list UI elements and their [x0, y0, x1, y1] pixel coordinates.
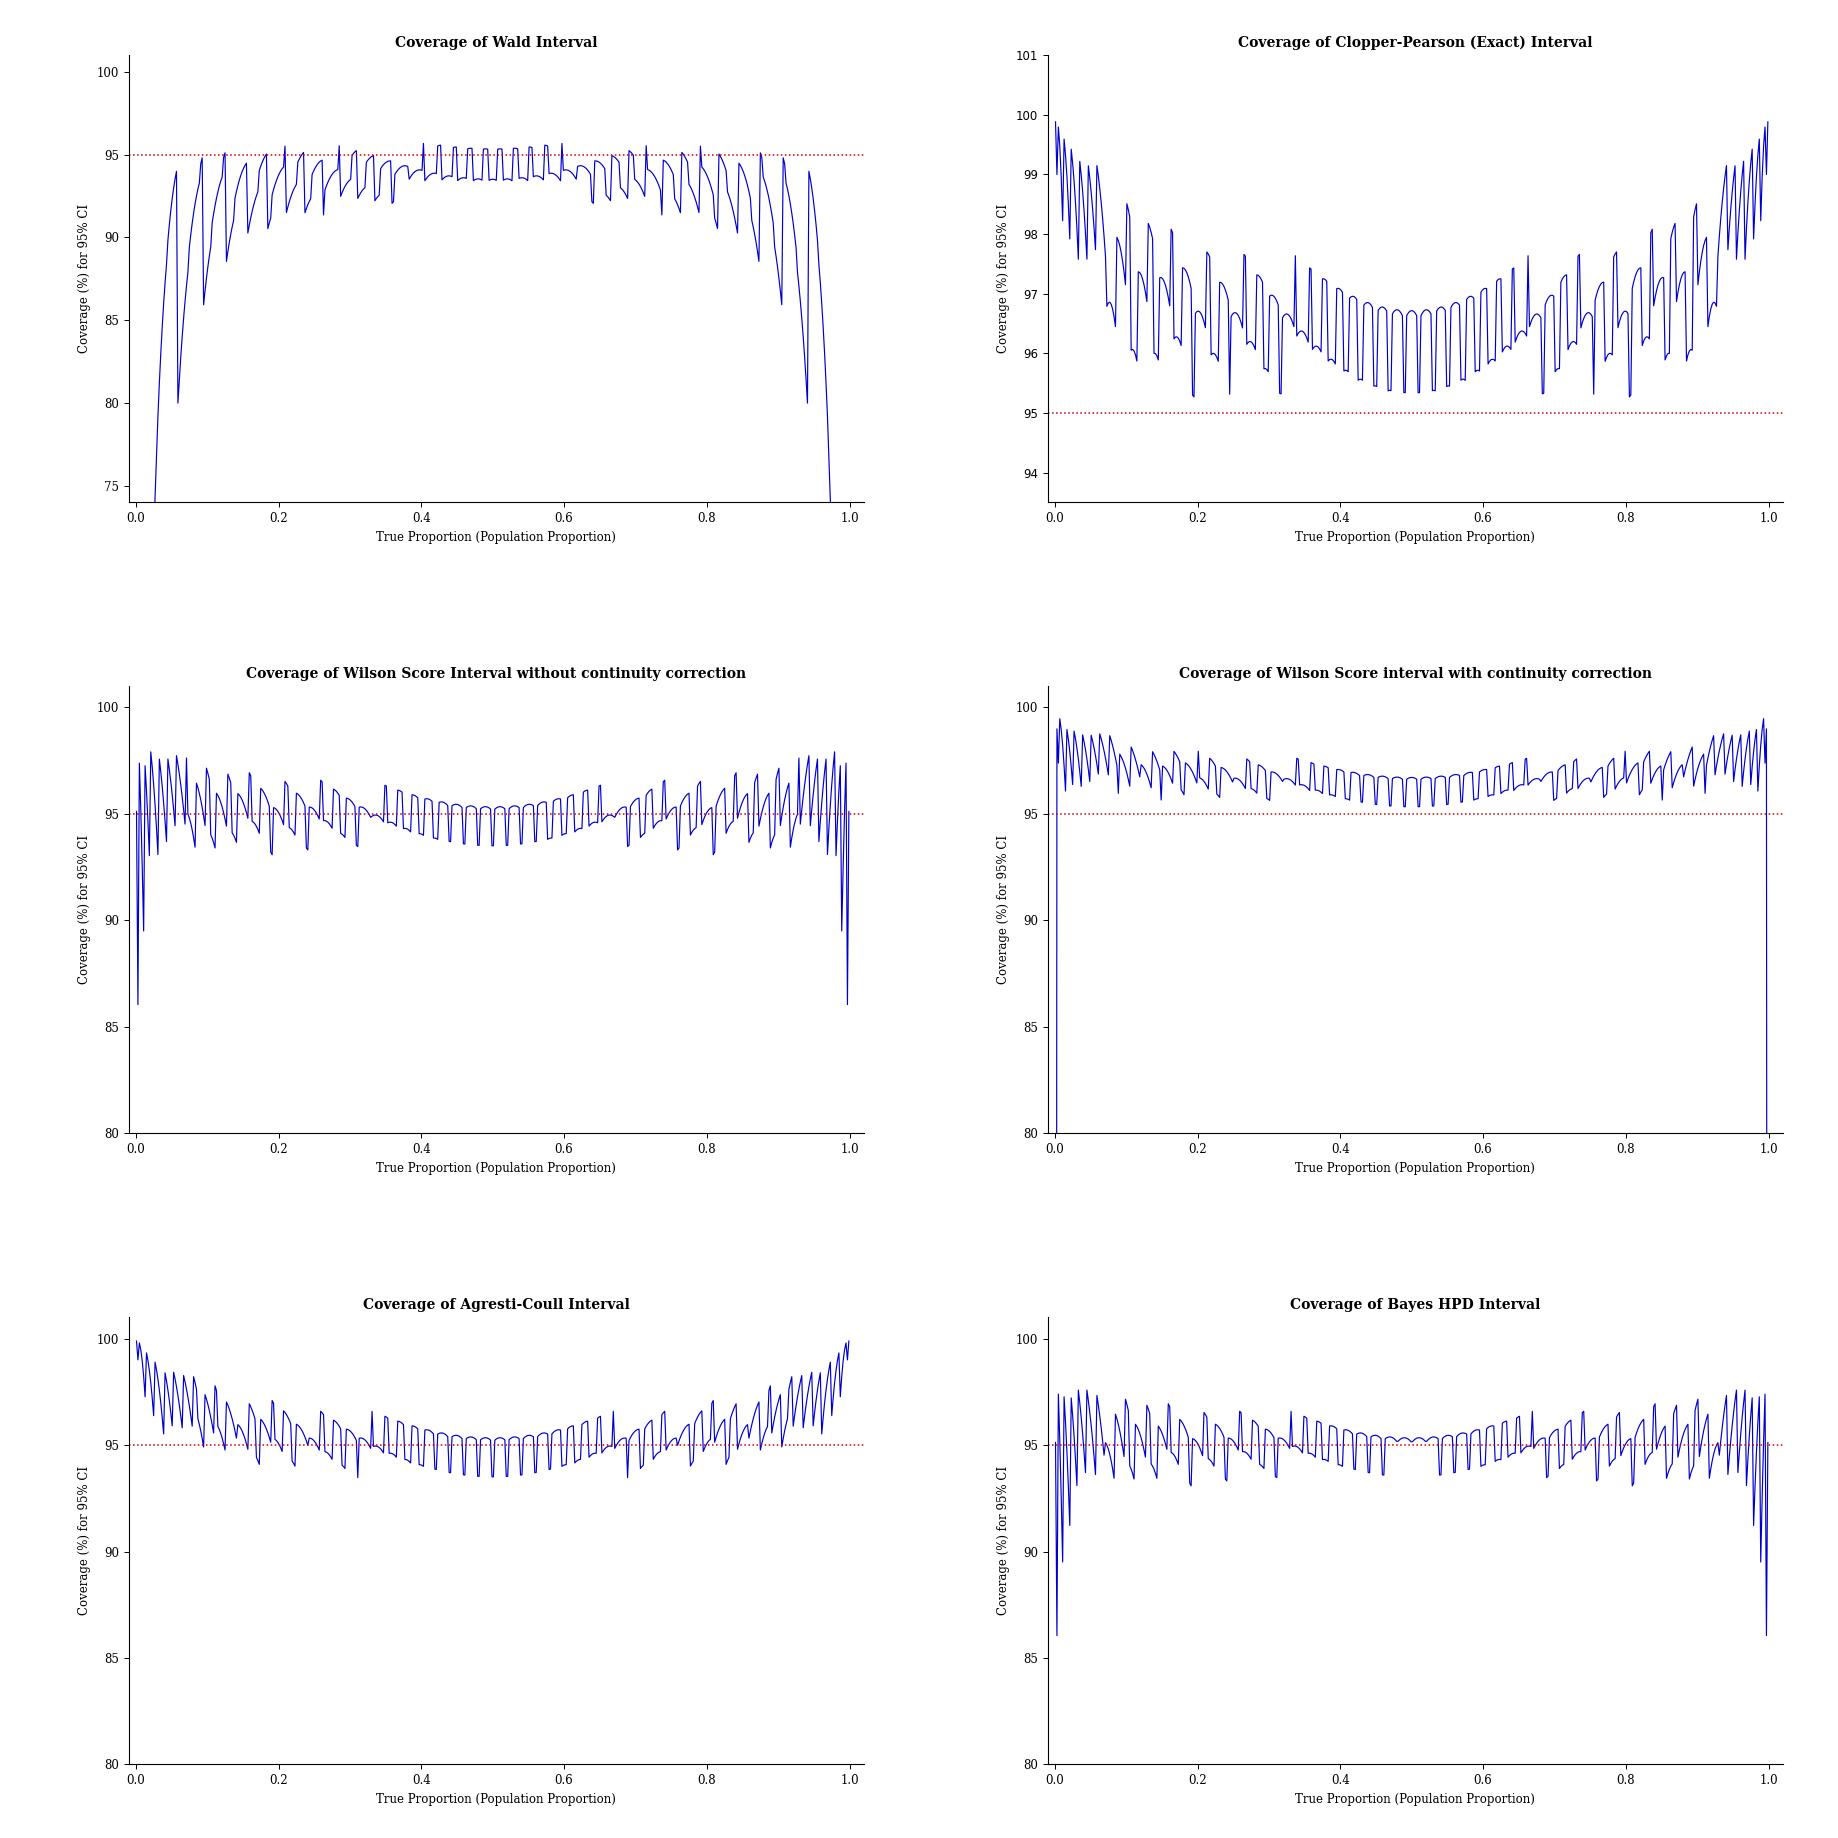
X-axis label: True Proportion (Population Proportion): True Proportion (Population Proportion) — [377, 1162, 616, 1174]
Y-axis label: Coverage (%) for 95% CI: Coverage (%) for 95% CI — [996, 834, 1011, 985]
X-axis label: True Proportion (Population Proportion): True Proportion (Population Proportion) — [377, 1792, 616, 1805]
Y-axis label: Coverage (%) for 95% CI: Coverage (%) for 95% CI — [77, 1467, 92, 1616]
Y-axis label: Coverage (%) for 95% CI: Coverage (%) for 95% CI — [77, 204, 92, 353]
Title: Coverage of Wilson Score interval with continuity correction: Coverage of Wilson Score interval with c… — [1178, 667, 1652, 680]
X-axis label: True Proportion (Population Proportion): True Proportion (Population Proportion) — [1296, 1792, 1535, 1805]
Y-axis label: Coverage (%) for 95% CI: Coverage (%) for 95% CI — [996, 204, 1011, 353]
X-axis label: True Proportion (Population Proportion): True Proportion (Population Proportion) — [1296, 531, 1535, 544]
Y-axis label: Coverage (%) for 95% CI: Coverage (%) for 95% CI — [996, 1467, 1011, 1616]
Title: Coverage of Agresti-Coull Interval: Coverage of Agresti-Coull Interval — [362, 1298, 630, 1312]
Title: Coverage of Clopper-Pearson (Exact) Interval: Coverage of Clopper-Pearson (Exact) Inte… — [1239, 35, 1592, 50]
Title: Coverage of Wilson Score Interval without continuity correction: Coverage of Wilson Score Interval withou… — [246, 667, 746, 680]
X-axis label: True Proportion (Population Proportion): True Proportion (Population Proportion) — [377, 531, 616, 544]
X-axis label: True Proportion (Population Proportion): True Proportion (Population Proportion) — [1296, 1162, 1535, 1174]
Y-axis label: Coverage (%) for 95% CI: Coverage (%) for 95% CI — [77, 834, 92, 985]
Title: Coverage of Wald Interval: Coverage of Wald Interval — [395, 35, 597, 50]
Title: Coverage of Bayes HPD Interval: Coverage of Bayes HPD Interval — [1290, 1298, 1540, 1312]
